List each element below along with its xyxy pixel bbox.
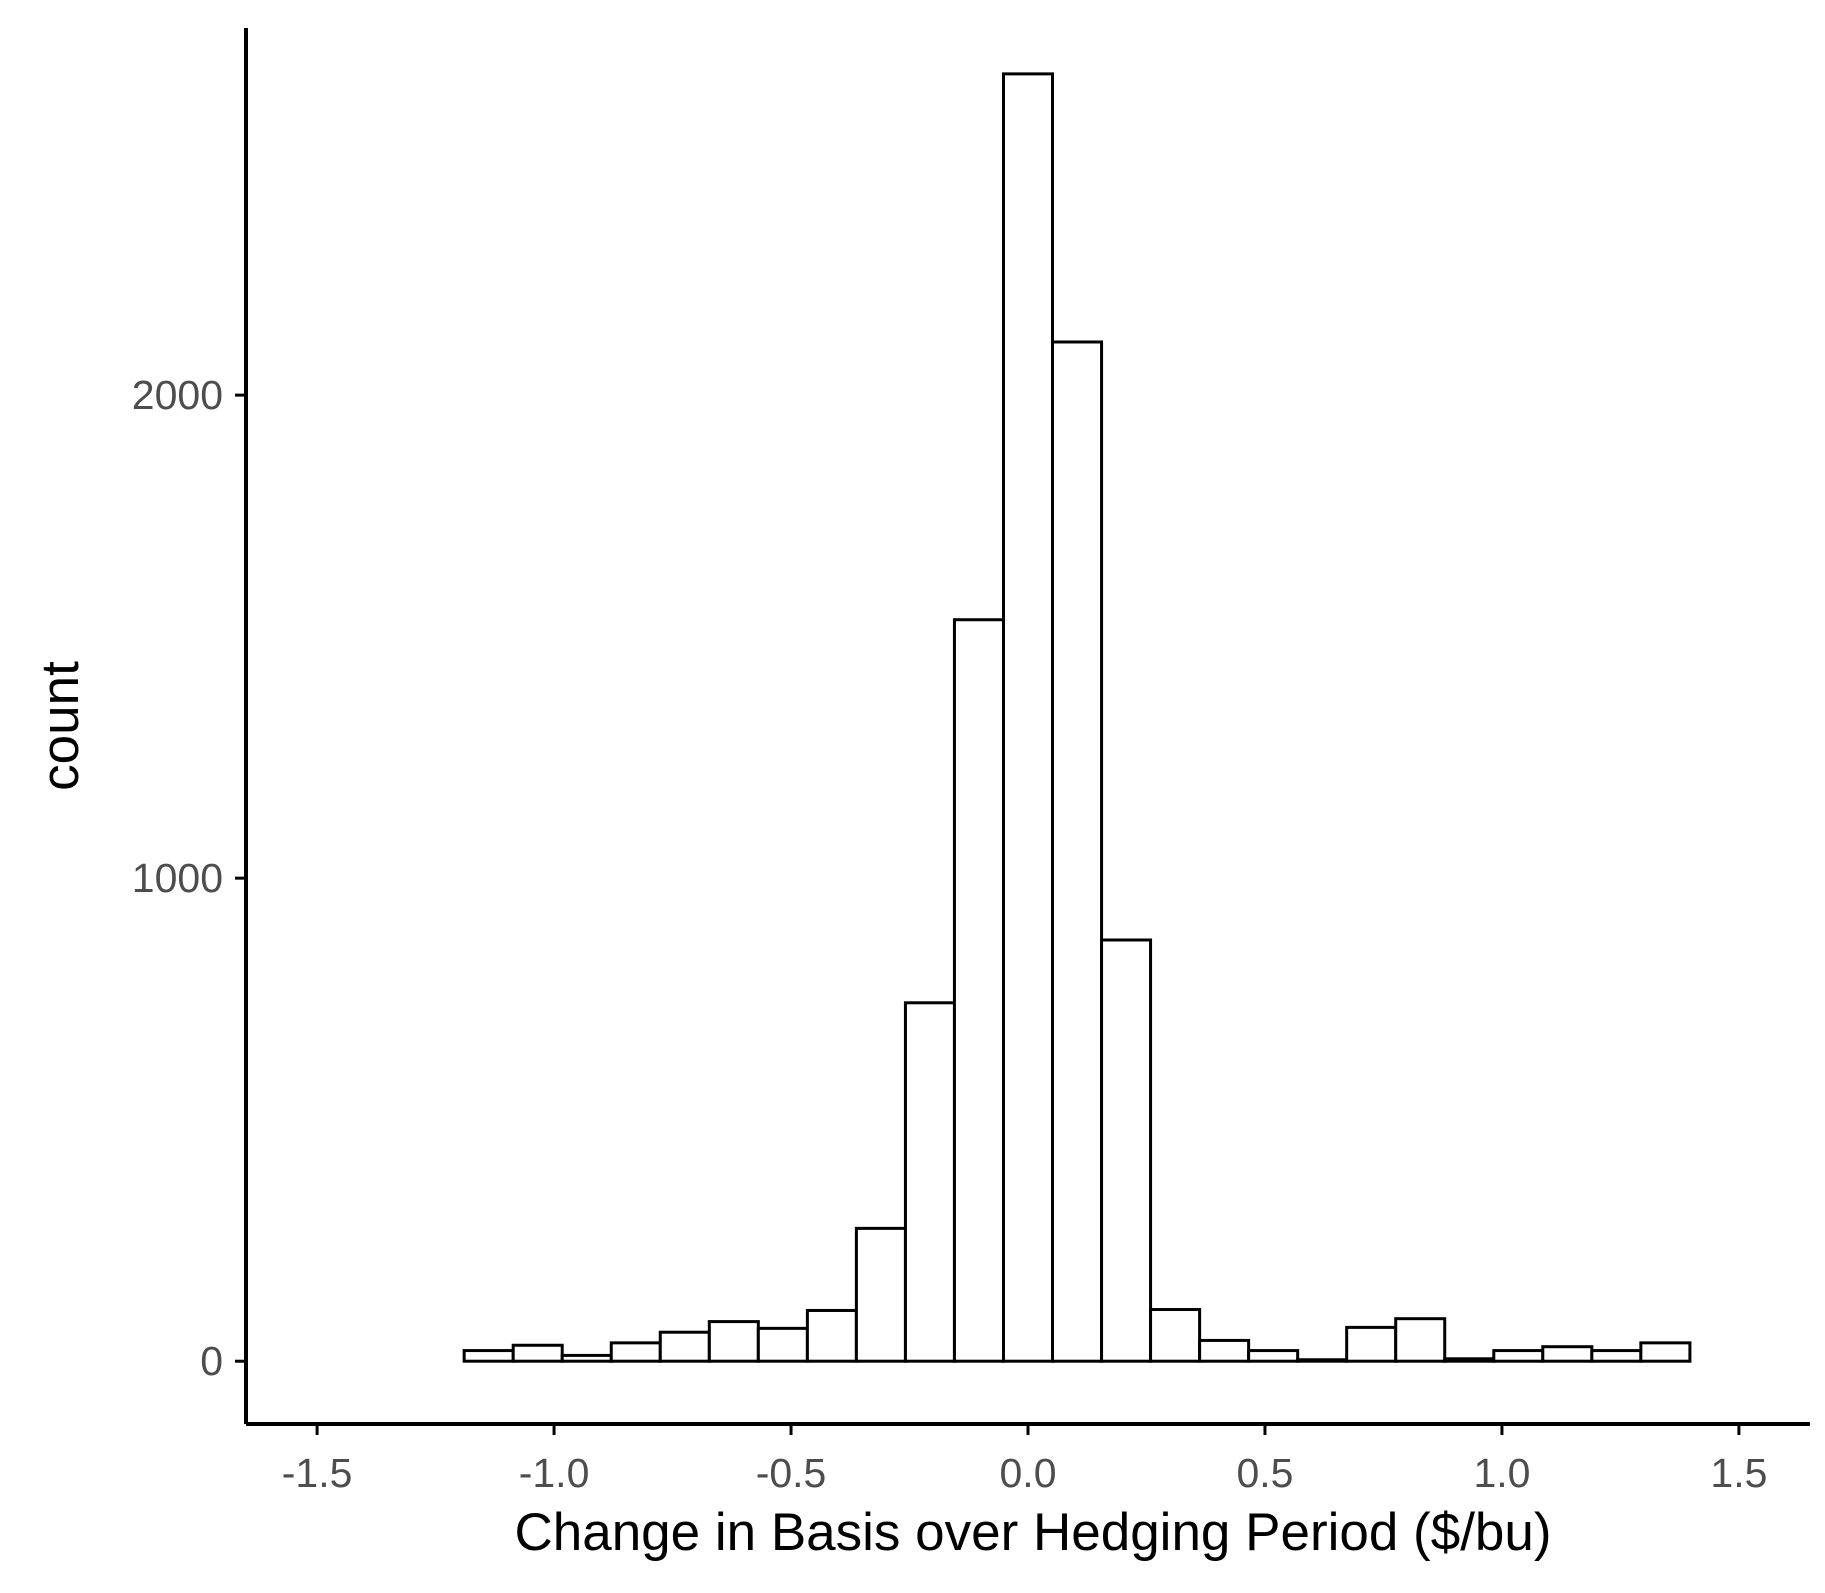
histogram-bar [1443,1357,1496,1363]
y-axis-title: count [31,661,90,791]
histogram-bar [756,1326,809,1363]
x-tick-label: 0.5 [1236,1450,1293,1496]
x-tick-label: -0.5 [756,1450,827,1496]
histogram-bar [805,1308,858,1363]
y-tick-label: 0 [200,1338,223,1384]
y-tick-label: 1000 [132,855,223,901]
histogram-bar [1492,1349,1545,1363]
histogram-bar [707,1320,760,1363]
histogram-bar [560,1353,613,1363]
histogram-bar [1590,1349,1643,1363]
histogram-bar [1541,1345,1594,1363]
histogram-bar [609,1341,662,1363]
x-axis-ticks: -1.5 -1.0 -0.5 0.0 0.5 1.0 1.5 [282,1424,1767,1496]
histogram-bar [1639,1341,1692,1363]
histogram-bar [1100,938,1153,1363]
x-tick-label: 1.5 [1710,1450,1767,1496]
histogram-bar [1149,1308,1202,1363]
bars-layer [462,72,1692,1363]
histogram-bar [658,1330,711,1363]
x-tick-label: -1.5 [282,1450,353,1496]
histogram-bar [1394,1317,1447,1363]
x-axis-title: Change in Basis over Hedging Period ($/b… [514,1503,1551,1562]
histogram-bar [462,1349,515,1363]
x-tick-label: -1.0 [519,1450,590,1496]
histogram-bar [903,1001,956,1363]
histogram-bar [1247,1349,1300,1363]
histogram-bar [1296,1358,1349,1363]
y-tick-label: 2000 [132,372,223,418]
x-tick-label: 0.0 [1000,1450,1057,1496]
histogram-bar [511,1343,564,1363]
y-axis-ticks: 0 1000 2000 [132,372,246,1384]
histogram-bar [1001,72,1055,1363]
histogram-bar [1345,1325,1398,1363]
histogram-bar [854,1226,907,1363]
histogram-bar [1051,340,1104,1363]
x-tick-label: 1.0 [1473,1450,1530,1496]
histogram-bar [1198,1338,1251,1363]
histogram-bar [952,618,1005,1363]
